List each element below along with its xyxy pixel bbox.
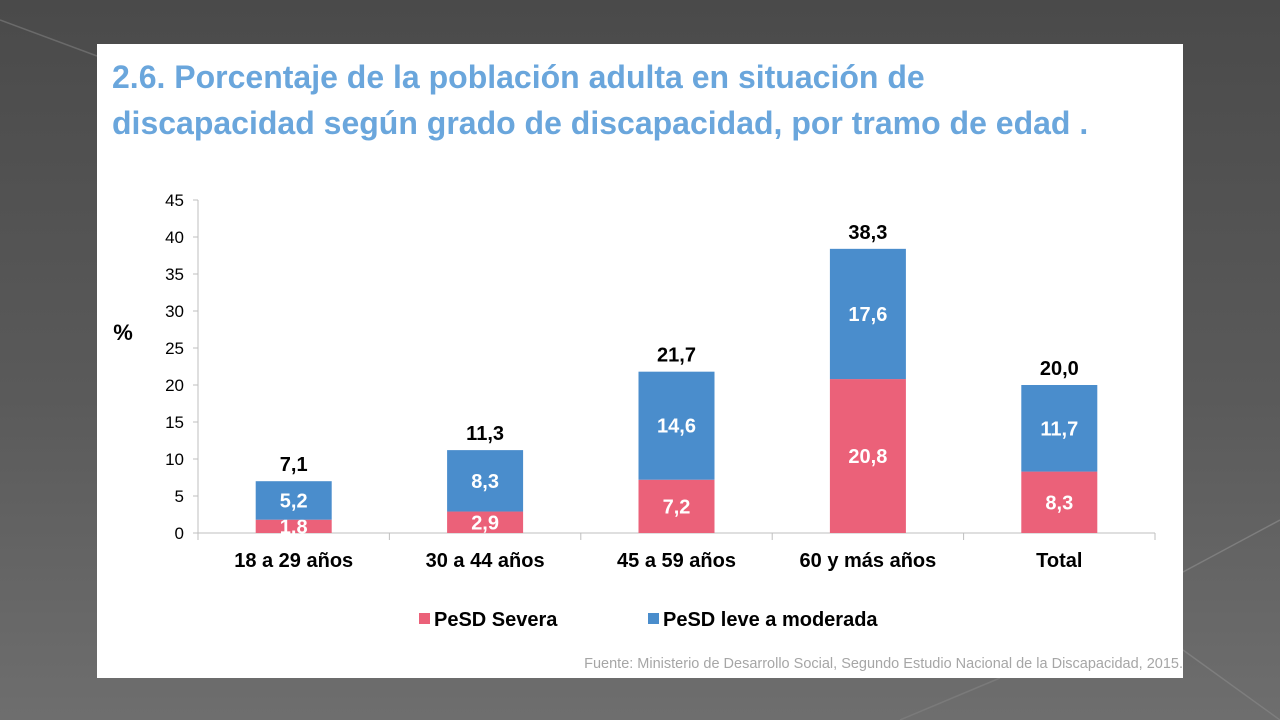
title-line-1: 2.6. Porcentaje de la población adulta e… — [112, 59, 925, 95]
bar-total-label: 11,3 — [466, 423, 504, 445]
bar-segment-severa — [1021, 471, 1098, 533]
x-tick-label: 60 y más años — [800, 550, 937, 572]
y-tick-label: 35 — [165, 265, 184, 284]
bar-total-label: 38,3 — [848, 222, 887, 244]
title-line-2: discapacidad según grado de discapacidad… — [112, 105, 1089, 141]
bar-value-label: 1,8 — [280, 516, 308, 538]
y-tick-label: 5 — [175, 487, 184, 506]
page-title: 2.6. Porcentaje de la población adulta e… — [112, 54, 1182, 146]
bar-segment-severa — [447, 511, 524, 533]
bar-segment-severa — [829, 379, 906, 533]
legend-label: PeSD leve a moderada — [663, 609, 878, 631]
x-tick-label: 45 a 59 años — [617, 550, 736, 572]
bar-segment-leve — [638, 371, 715, 480]
y-tick-label: 45 — [165, 191, 184, 210]
stacked-bar-chart: 0 5 10 15 20 25 30 35 40 45% 1,8 5,2 7,1 18 a 29 años… — [113, 191, 1156, 631]
decor-line — [899, 677, 1001, 720]
bar-total-label: 7,1 — [280, 454, 308, 476]
y-tick-label: 15 — [165, 413, 184, 432]
y-tick-label: 25 — [165, 339, 184, 358]
bar-segment-leve — [255, 481, 332, 520]
decor-line — [0, 19, 98, 57]
bar-total-label: 20,0 — [1040, 358, 1079, 380]
y-axis-label: % — [113, 320, 133, 345]
x-tick-label: 30 a 44 años — [426, 550, 545, 572]
bar-value-label: 8,3 — [471, 471, 499, 493]
bar-segment-severa — [638, 479, 715, 533]
bar-value-label: 5,2 — [280, 490, 308, 512]
bar-segment-severa — [255, 519, 332, 533]
slide-panel: 2.6. Porcentaje de la población adulta e… — [97, 44, 1183, 678]
y-tick-label: 20 — [165, 376, 184, 395]
bar-total-label: 21,7 — [657, 345, 696, 367]
y-tick-label: 10 — [165, 450, 184, 469]
decor-line — [1182, 649, 1280, 720]
x-tick-label: 18 a 29 años — [234, 550, 353, 572]
bar-value-label: 2,9 — [471, 512, 499, 534]
bar-value-label: 11,7 — [1040, 418, 1078, 440]
x-tick-label: Total — [1036, 550, 1082, 572]
legend-swatch — [648, 613, 659, 624]
legend-swatch — [419, 613, 430, 624]
bar-value-label: 7,2 — [663, 496, 691, 518]
y-tick-label: 0 — [175, 524, 184, 543]
bar-value-label: 8,3 — [1045, 492, 1073, 514]
legend-label: PeSD Severa — [434, 609, 558, 631]
y-tick-label: 30 — [165, 302, 184, 321]
bar-value-label: 17,6 — [848, 304, 887, 326]
decor-line — [1182, 519, 1280, 573]
bar-segment-leve — [829, 248, 906, 380]
bar-segment-leve — [447, 450, 524, 512]
bar-segment-leve — [1021, 385, 1098, 472]
y-tick-label: 40 — [165, 228, 184, 247]
bar-value-label: 20,8 — [848, 446, 887, 468]
source-note: Fuente: Ministerio de Desarrollo Social,… — [584, 656, 1183, 672]
bar-value-label: 14,6 — [657, 416, 696, 438]
